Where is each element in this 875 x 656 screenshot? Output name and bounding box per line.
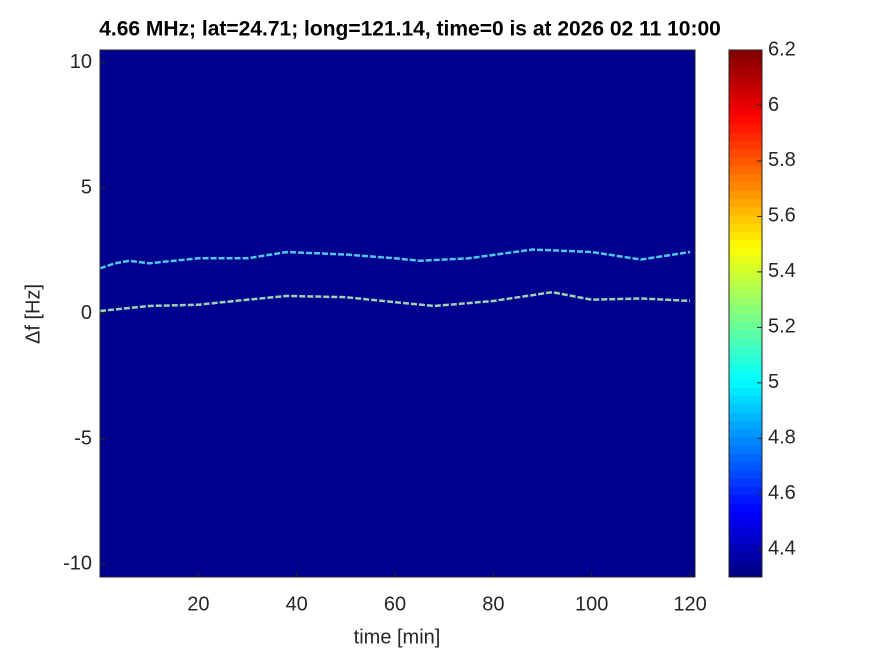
y-tick-label: 10 xyxy=(70,51,92,73)
colorbar-step xyxy=(729,173,762,183)
colorbar-step xyxy=(729,58,762,67)
colorbar-step xyxy=(729,157,762,166)
colorbar-step xyxy=(729,132,762,142)
colorbar-step xyxy=(729,445,762,454)
x-tick-label: 20 xyxy=(187,593,209,615)
x-tick-label: 100 xyxy=(575,593,608,615)
colorbar-step xyxy=(729,502,762,512)
colorbar-step xyxy=(729,354,762,364)
y-tick-label: -5 xyxy=(74,427,92,449)
x-tick-label: 80 xyxy=(482,593,504,615)
colorbar-step xyxy=(729,535,762,545)
y-tick-label: -10 xyxy=(63,553,92,575)
colorbar-step xyxy=(729,198,762,207)
colorbar-step xyxy=(729,189,762,199)
colorbar-step xyxy=(729,379,762,389)
colorbar-tick-label: 4.8 xyxy=(768,427,796,449)
colorbar-step xyxy=(729,395,762,405)
colorbar-step xyxy=(729,478,762,487)
colorbar-step xyxy=(729,255,762,265)
colorbar-tick-label: 5.2 xyxy=(768,316,796,338)
colorbar-step xyxy=(729,346,762,356)
x-tick-label: 120 xyxy=(673,593,706,615)
plot-background xyxy=(100,50,695,577)
chart-title: 4.66 MHz; lat=24.71; long=121.14, time=0… xyxy=(99,18,721,41)
colorbar-step xyxy=(729,91,762,100)
colorbar-step xyxy=(729,420,762,430)
colorbar-step xyxy=(729,222,762,232)
colorbar-step xyxy=(729,469,762,479)
colorbar-step xyxy=(729,461,762,471)
colorbar-step xyxy=(729,181,762,191)
colorbar-step xyxy=(729,297,762,306)
colorbar-tick-label: 5.6 xyxy=(768,205,796,227)
colorbar-step xyxy=(729,247,762,257)
y-tick-label: 0 xyxy=(81,302,92,324)
x-tick-label: 40 xyxy=(286,593,308,615)
colorbar-step xyxy=(729,264,762,273)
colorbar-step xyxy=(729,544,762,553)
colorbar-step xyxy=(729,486,762,496)
colorbar-step xyxy=(729,148,762,158)
colorbar-step xyxy=(729,527,762,537)
colorbar-step xyxy=(729,82,762,92)
colorbar-tick-label: 6 xyxy=(768,94,779,116)
x-axis-label: time [min] xyxy=(354,626,441,648)
colorbar-tick-label: 5 xyxy=(768,371,779,393)
x-tick-label: 60 xyxy=(384,593,406,615)
colorbar-step xyxy=(729,66,762,76)
colorbar-step xyxy=(729,313,762,323)
colorbar-step xyxy=(729,165,762,175)
colorbar-step xyxy=(729,74,762,84)
colorbar-step xyxy=(729,50,762,59)
colorbar-frame xyxy=(728,49,763,578)
colorbar-step xyxy=(729,231,762,240)
colorbar-step xyxy=(729,321,762,331)
colorbar-step xyxy=(729,519,762,529)
colorbar-step xyxy=(729,140,762,150)
colorbar-tick-label: 6.2 xyxy=(768,38,796,60)
colorbar-step xyxy=(729,239,762,249)
colorbar-step xyxy=(729,305,762,314)
colorbar-step xyxy=(729,511,762,520)
trace-line xyxy=(99,290,691,313)
colorbar-step xyxy=(729,214,762,224)
colorbar-step xyxy=(729,552,762,562)
colorbar-step xyxy=(729,387,762,397)
colorbar-step xyxy=(729,272,762,282)
colorbar-step xyxy=(729,99,762,109)
colorbar-step xyxy=(729,568,762,578)
colorbar-step xyxy=(729,428,762,438)
y-axis-label: Δf [Hz] xyxy=(22,284,44,344)
trace-line xyxy=(99,248,691,270)
colorbar-tick-label: 5.8 xyxy=(768,149,796,171)
colorbar-step xyxy=(729,124,762,133)
colorbar-step xyxy=(729,371,762,380)
colorbar-tick-label: 5.4 xyxy=(768,260,796,282)
colorbar-step xyxy=(729,280,762,290)
colorbar-step xyxy=(729,338,762,347)
colorbar-step xyxy=(729,107,762,117)
colorbar-step xyxy=(729,362,762,372)
colorbar-step xyxy=(729,494,762,504)
colorbar-step xyxy=(729,453,762,463)
colorbar-tick-label: 4.6 xyxy=(768,482,796,504)
colorbar-step xyxy=(729,437,762,446)
colorbar-step xyxy=(729,115,762,125)
colorbar-step xyxy=(729,412,762,422)
colorbar-step xyxy=(729,206,762,216)
colorbar-step xyxy=(729,329,762,339)
colorbar-step xyxy=(729,560,762,570)
colorbar-step xyxy=(729,404,762,413)
colorbar-tick-label: 4.4 xyxy=(768,538,796,560)
y-tick-label: 5 xyxy=(81,176,92,198)
colorbar-step xyxy=(729,288,762,298)
